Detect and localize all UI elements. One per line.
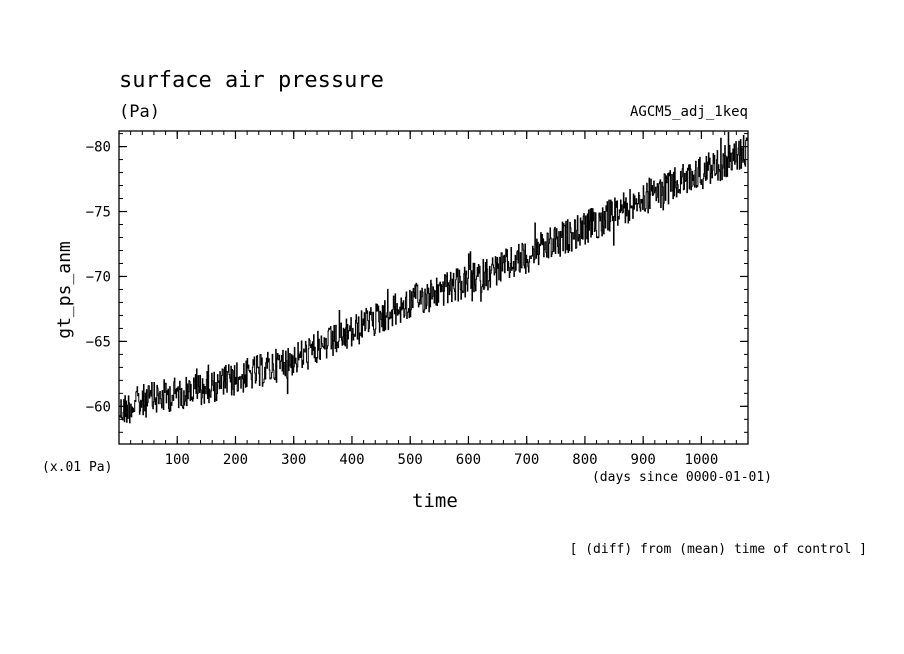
series-layer [119, 131, 749, 424]
series-line [119, 131, 749, 424]
footer-note: [ (diff) from (mean) time of control ] [569, 542, 867, 557]
y-tick-label: −65 [86, 334, 111, 350]
y-tick-label: −60 [86, 399, 111, 415]
y-tick-label: −80 [86, 140, 111, 156]
x-tick-label: 600 [456, 452, 481, 468]
x-tick-label: 300 [281, 452, 306, 468]
x-tick-label: 500 [398, 452, 423, 468]
unit-label: (Pa) [119, 102, 160, 122]
x-tick-label: 400 [339, 452, 364, 468]
x-tick-label: 1000 [685, 452, 719, 468]
x-tick-label: 800 [572, 452, 597, 468]
x-tick-label: 900 [631, 452, 656, 468]
y-axis-label: gt_ps_anm [54, 241, 75, 339]
x-axis-label: time [412, 490, 458, 512]
chart-title: surface air pressure [119, 68, 384, 93]
y-tick-label: −75 [86, 205, 111, 221]
axis-ticks: 100 200 300 400 500 600 700 800 900 1000 −60 −65 −70… [86, 131, 748, 468]
x-unit-label: (days since 0000-01-01) [591, 470, 772, 485]
x-tick-label: 700 [514, 452, 539, 468]
y-tick-label: −70 [86, 269, 111, 285]
scale-note: (x.01 Pa) [42, 460, 113, 475]
x-tick-label: 200 [223, 452, 248, 468]
x-tick-label: 100 [165, 452, 190, 468]
plot-frame [118, 130, 749, 445]
run-label: AGCM5_adj_1keq [629, 104, 748, 120]
